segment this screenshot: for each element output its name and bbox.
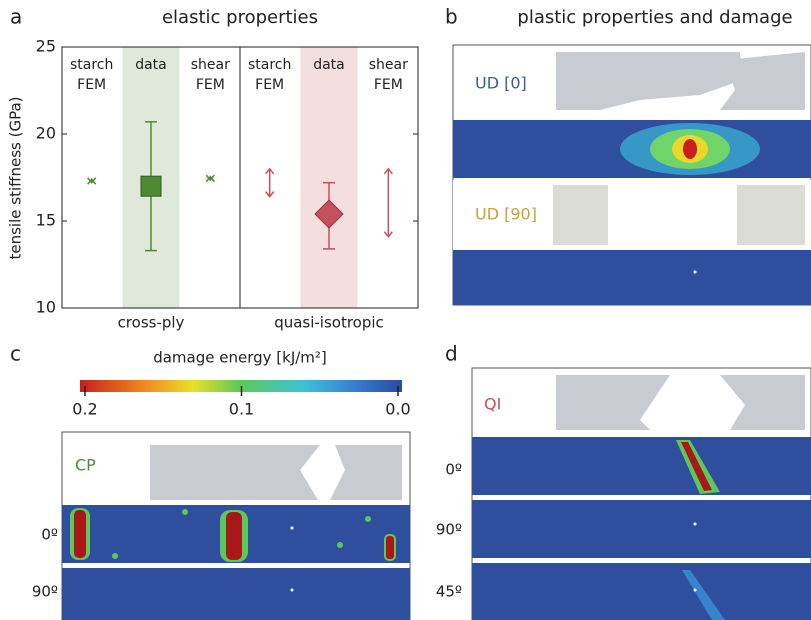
column-label: starch FEM (244, 55, 296, 95)
ud90-label: UD [90] (475, 205, 537, 224)
cp-label: CP (75, 456, 96, 475)
column-label: shear FEM (362, 55, 414, 95)
colorbar-tick-label: 0.2 (72, 400, 97, 419)
panel-label: d (445, 342, 458, 366)
layer-label: 90º (436, 521, 462, 539)
qi-label: QI (484, 395, 501, 414)
panel-label: a (10, 5, 22, 29)
panel-title: plastic properties and damage (517, 7, 792, 28)
layer-label: 0º (445, 461, 462, 479)
y-tick-label: 25 (36, 37, 56, 56)
qi-images (472, 368, 811, 620)
layer-label: 45º (436, 583, 462, 601)
column-label: data (125, 55, 177, 75)
panel-label: c (10, 342, 21, 366)
highlight-band (301, 47, 358, 308)
figure: a elastic properties tensile stiffness (… (0, 0, 811, 620)
cp-images (62, 432, 410, 620)
data-marker (141, 176, 161, 196)
chart-title: elastic properties (162, 7, 318, 28)
colorbar-title: damage energy [kJ/m²] (153, 349, 327, 367)
layer-label: 0º (41, 526, 58, 544)
column-label: starch FEM (66, 55, 118, 95)
column-label: data (303, 55, 355, 75)
ud0-label: UD [0] (475, 74, 527, 93)
y-tick-label: 15 (36, 211, 56, 230)
y-axis-label: tensile stiffness (GPa) (7, 97, 25, 260)
group-label: cross-ply (118, 314, 185, 332)
colorbar-tick-label: 0.1 (229, 400, 254, 419)
layer-label: 90º (32, 583, 58, 601)
group-label: quasi-isotropic (274, 314, 384, 332)
y-tick-label: 20 (36, 124, 56, 143)
colorbar-tick-label: 0.0 (385, 400, 410, 419)
column-label: shear FEM (184, 55, 236, 95)
y-tick-label: 10 (36, 298, 56, 317)
panel-label: b (445, 5, 458, 29)
